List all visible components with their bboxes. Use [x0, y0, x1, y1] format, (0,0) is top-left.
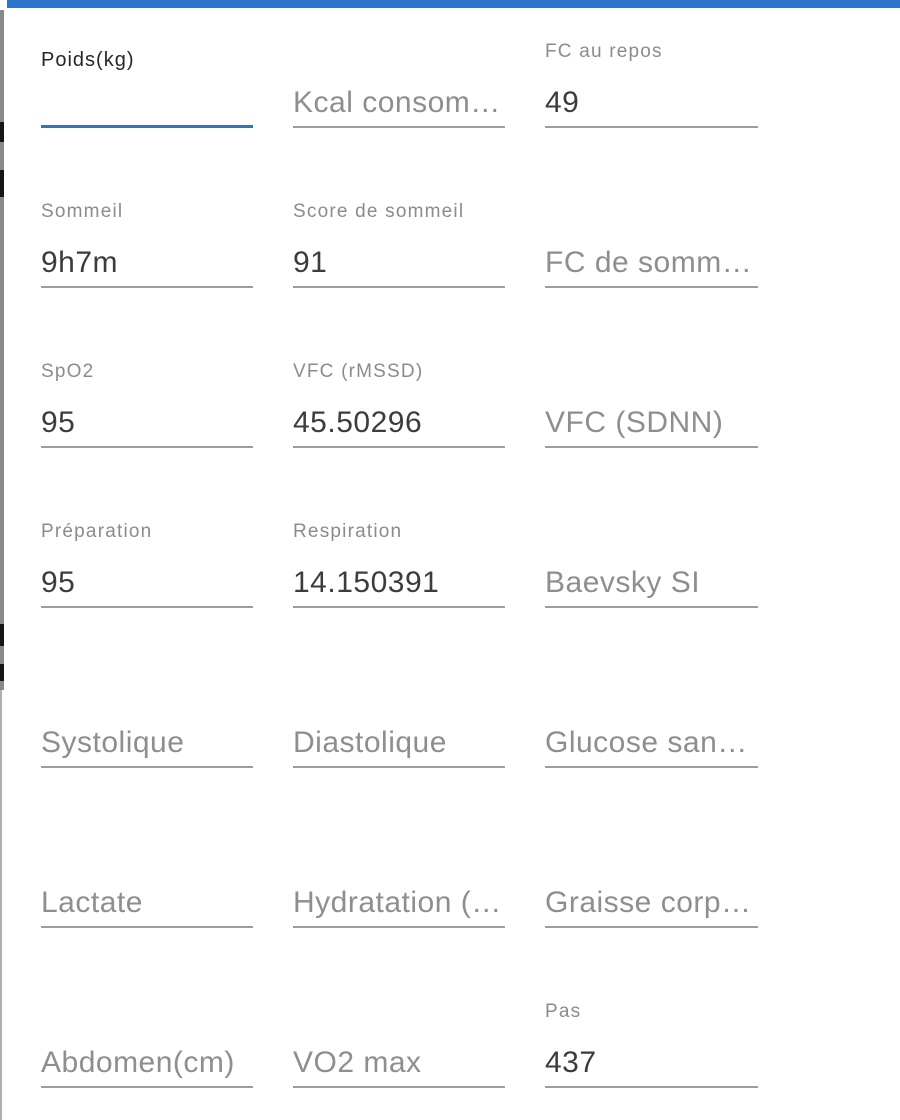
- field-input-placeholder[interactable]: VFC (SDNN): [545, 406, 724, 439]
- field-preparation[interactable]: Préparation 95: [41, 448, 253, 608]
- field-fc-de-sommeil[interactable]: FC de somm…: [545, 128, 758, 288]
- field-input[interactable]: 9h7m: [41, 246, 119, 279]
- field-underline: [545, 126, 758, 128]
- field-underline: [293, 606, 505, 608]
- field-underline: [293, 126, 505, 128]
- field-underline: [293, 1086, 505, 1088]
- field-respiration[interactable]: Respiration 14.150391: [293, 448, 505, 608]
- field-underline: [545, 606, 758, 608]
- field-fc-au-repos[interactable]: FC au repos 49: [545, 0, 758, 128]
- field-underline: [293, 446, 505, 448]
- field-glucose-sanguin[interactable]: Glucose san…: [545, 608, 758, 768]
- field-vfc-rmssd[interactable]: VFC (rMSSD) 45.50296: [293, 288, 505, 448]
- field-poids-kg[interactable]: Poids(kg): [41, 0, 253, 128]
- field-label: Respiration: [293, 521, 403, 542]
- left-edge-artifact: [0, 10, 4, 690]
- left-edge-text-fragment: [0, 122, 4, 142]
- field-underline: [41, 606, 253, 608]
- field-input-placeholder[interactable]: FC de somm…: [545, 246, 753, 279]
- field-score-de-sommeil[interactable]: Score de sommeil 91: [293, 128, 505, 288]
- left-edge-text-fragment: [0, 624, 4, 646]
- field-label: FC au repos: [545, 41, 663, 62]
- field-underline: [41, 766, 253, 768]
- field-input-placeholder[interactable]: Baevsky SI: [545, 566, 701, 599]
- field-input[interactable]: 95: [41, 406, 76, 439]
- field-input[interactable]: 437: [545, 1046, 597, 1079]
- left-edge-text-fragment: [0, 170, 4, 197]
- field-underline: [293, 286, 505, 288]
- field-input[interactable]: 95: [41, 566, 76, 599]
- field-input[interactable]: 91: [293, 246, 328, 279]
- field-label: Poids(kg): [41, 49, 135, 71]
- field-input-placeholder[interactable]: Abdomen(cm): [41, 1046, 235, 1079]
- field-input-placeholder[interactable]: VO2 max: [293, 1046, 422, 1079]
- field-underline: [545, 1086, 758, 1088]
- field-lactate[interactable]: Lactate: [41, 768, 253, 928]
- field-underline: [293, 926, 505, 928]
- app-accent-bar: [7, 0, 900, 8]
- field-sommeil[interactable]: Sommeil 9h7m: [41, 128, 253, 288]
- field-underline: [545, 766, 758, 768]
- field-label: Pas: [545, 1001, 582, 1022]
- field-underline: [545, 446, 758, 448]
- field-input-placeholder[interactable]: Kcal consom…: [293, 86, 501, 119]
- field-input[interactable]: 14.150391: [293, 566, 440, 599]
- field-input-placeholder[interactable]: Systolique: [41, 726, 185, 759]
- field-systolique[interactable]: Systolique: [41, 608, 253, 768]
- left-edge-border: [0, 690, 2, 1120]
- field-underline: [41, 125, 253, 128]
- field-input-placeholder[interactable]: Glucose san…: [545, 726, 748, 759]
- field-label: Score de sommeil: [293, 201, 465, 222]
- field-underline: [545, 926, 758, 928]
- field-underline: [41, 446, 253, 448]
- field-underline: [545, 286, 758, 288]
- field-hydratation[interactable]: Hydratation (…: [293, 768, 505, 928]
- field-underline: [41, 286, 253, 288]
- field-label: Préparation: [41, 521, 153, 542]
- field-input[interactable]: 49: [545, 86, 580, 119]
- field-label: Sommeil: [41, 201, 124, 222]
- field-diastolique[interactable]: Diastolique: [293, 608, 505, 768]
- field-pas[interactable]: Pas 437: [545, 928, 758, 1088]
- field-label: SpO2: [41, 361, 95, 382]
- left-edge-text-fragment: [0, 664, 4, 681]
- field-abdomen-cm[interactable]: Abdomen(cm): [41, 928, 253, 1088]
- field-input-placeholder[interactable]: Graisse corp…: [545, 886, 752, 919]
- field-input[interactable]: 45.50296: [293, 406, 423, 439]
- field-underline: [41, 1086, 253, 1088]
- metrics-grid: Poids(kg) Kcal consom… FC au repos 49 So…: [41, 0, 758, 1088]
- field-underline: [293, 766, 505, 768]
- field-spo2[interactable]: SpO2 95: [41, 288, 253, 448]
- field-baevsky-si[interactable]: Baevsky SI: [545, 448, 758, 608]
- field-input-placeholder[interactable]: Lactate: [41, 886, 143, 919]
- field-graisse-corporelle[interactable]: Graisse corp…: [545, 768, 758, 928]
- field-vo2-max[interactable]: VO2 max: [293, 928, 505, 1088]
- field-input-placeholder[interactable]: Diastolique: [293, 726, 447, 759]
- field-kcal-consommees[interactable]: Kcal consom…: [293, 0, 505, 128]
- field-input-placeholder[interactable]: Hydratation (…: [293, 886, 502, 919]
- field-label: VFC (rMSSD): [293, 361, 424, 382]
- field-underline: [41, 926, 253, 928]
- field-vfc-sdnn[interactable]: VFC (SDNN): [545, 288, 758, 448]
